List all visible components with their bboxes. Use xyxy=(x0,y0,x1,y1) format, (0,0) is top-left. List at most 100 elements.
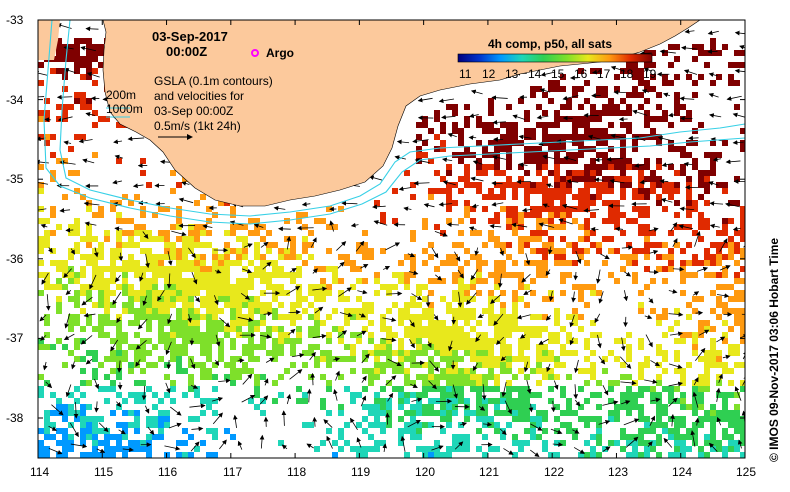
sst-pixel xyxy=(218,326,224,332)
sst-pixel xyxy=(512,182,518,188)
sst-pixel xyxy=(110,410,116,416)
sst-pixel xyxy=(692,308,698,314)
sst-pixel xyxy=(602,152,608,158)
sst-pixel xyxy=(416,332,422,338)
sst-pixel xyxy=(122,278,128,284)
sst-pixel xyxy=(608,398,614,404)
sst-pixel xyxy=(584,368,590,374)
sst-pixel xyxy=(656,392,662,398)
sst-pixel xyxy=(386,380,392,386)
sst-pixel xyxy=(38,62,44,68)
velocity-arrow xyxy=(466,292,477,305)
sst-pixel xyxy=(674,440,680,446)
sst-pixel xyxy=(236,224,242,230)
sst-pixel xyxy=(152,392,158,398)
sst-pixel xyxy=(644,386,650,392)
sst-pixel xyxy=(68,224,74,230)
velocity-arrow xyxy=(387,358,402,367)
sst-pixel xyxy=(548,374,554,380)
sst-pixel xyxy=(86,284,92,290)
sst-pixel xyxy=(164,392,170,398)
sst-pixel xyxy=(506,326,512,332)
sst-pixel xyxy=(572,260,578,266)
sst-pixel xyxy=(452,296,458,302)
sst-pixel xyxy=(314,314,320,320)
sst-pixel xyxy=(104,266,110,272)
sst-pixel xyxy=(632,68,638,74)
sst-pixel xyxy=(218,278,224,284)
velocity-arrow xyxy=(491,180,503,186)
sst-pixel xyxy=(164,278,170,284)
sst-pixel xyxy=(266,308,272,314)
sst-pixel xyxy=(398,338,404,344)
velocity-arrow xyxy=(587,134,601,140)
sst-pixel xyxy=(176,182,182,188)
sst-pixel xyxy=(404,332,410,338)
sst-pixel xyxy=(428,188,434,194)
velocity-arrow xyxy=(668,289,678,294)
sst-pixel xyxy=(278,326,284,332)
sst-pixel xyxy=(146,296,152,302)
sst-pixel xyxy=(176,314,182,320)
sst-pixel xyxy=(680,290,686,296)
sst-pixel xyxy=(218,296,224,302)
sst-pixel xyxy=(638,92,644,98)
sst-pixel xyxy=(584,224,590,230)
sst-pixel xyxy=(68,434,74,440)
sst-pixel xyxy=(74,170,80,176)
velocity-arrow xyxy=(116,401,122,408)
velocity-arrow xyxy=(212,412,223,425)
sst-pixel xyxy=(560,188,566,194)
velocity-arrow xyxy=(147,426,155,436)
sst-pixel xyxy=(422,380,428,386)
sst-pixel xyxy=(572,92,578,98)
sst-pixel xyxy=(176,452,182,458)
x-tick-116: 116 xyxy=(158,465,177,479)
sst-pixel xyxy=(566,242,572,248)
velocity-arrow xyxy=(708,72,718,78)
sst-pixel xyxy=(140,296,146,302)
sst-pixel xyxy=(644,422,650,428)
velocity-arrow xyxy=(683,69,698,75)
sst-pixel xyxy=(266,230,272,236)
sst-pixel xyxy=(716,440,722,446)
sst-pixel xyxy=(494,272,500,278)
sst-pixel xyxy=(92,260,98,266)
sst-pixel xyxy=(110,266,116,272)
velocity-arrow xyxy=(314,306,324,314)
sst-pixel xyxy=(632,278,638,284)
sst-pixel xyxy=(182,344,188,350)
velocity-arrow xyxy=(725,159,741,165)
sst-pixel xyxy=(482,452,488,458)
sst-pixel xyxy=(722,392,728,398)
velocity-arrow xyxy=(641,89,650,94)
sst-pixel xyxy=(38,188,44,194)
sst-pixel xyxy=(464,380,470,386)
sst-pixel xyxy=(674,98,680,104)
sst-pixel xyxy=(542,230,548,236)
sst-pixel xyxy=(608,200,614,206)
sst-pixel xyxy=(518,392,524,398)
sst-pixel xyxy=(38,374,44,380)
sst-pixel xyxy=(338,254,344,260)
sst-pixel xyxy=(536,380,542,386)
sst-pixel xyxy=(650,176,656,182)
velocity-arrow xyxy=(333,389,338,401)
velocity-arrow xyxy=(122,447,134,453)
sst-pixel xyxy=(260,236,266,242)
sst-pixel xyxy=(500,140,506,146)
sst-pixel xyxy=(194,362,200,368)
sst-pixel xyxy=(86,434,92,440)
land-edge-left xyxy=(38,20,60,60)
velocity-arrow xyxy=(409,319,415,328)
sst-pixel xyxy=(134,320,140,326)
sst-pixel xyxy=(734,248,740,254)
sst-pixel xyxy=(122,434,128,440)
sst-pixel xyxy=(80,62,86,68)
sst-pixel xyxy=(218,272,224,278)
sst-pixel xyxy=(602,188,608,194)
sst-pixel xyxy=(284,248,290,254)
sst-pixel xyxy=(494,284,500,290)
sst-pixel xyxy=(572,434,578,440)
sst-pixel xyxy=(710,50,716,56)
